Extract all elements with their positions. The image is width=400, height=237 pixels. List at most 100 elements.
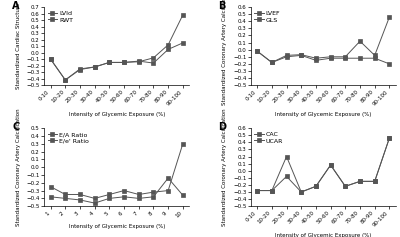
E/A Ratio	[63, 193, 68, 196]
CAC	[270, 189, 274, 192]
E/A Ratio	[151, 191, 156, 194]
LVEF	[387, 63, 392, 65]
LVEF	[284, 55, 289, 58]
CAC	[314, 185, 318, 188]
CAC	[255, 189, 260, 192]
Text: C: C	[12, 122, 19, 132]
GLS	[314, 57, 318, 60]
Legend: CAC, UCAR: CAC, UCAR	[254, 131, 284, 144]
Y-axis label: Standardized Cardiac Structure: Standardized Cardiac Structure	[16, 3, 21, 89]
Y-axis label: Standardized Coronary Artery Calcification: Standardized Coronary Artery Calcificati…	[16, 108, 21, 226]
X-axis label: Intensity of Glycemic Exposure (%): Intensity of Glycemic Exposure (%)	[275, 233, 372, 237]
GLS	[328, 55, 333, 58]
E/A Ratio	[122, 189, 126, 192]
RWT	[180, 14, 185, 16]
RWT	[107, 61, 112, 64]
GLS	[299, 53, 304, 56]
Legend: E/A Ratio, E/e' Ratio: E/A Ratio, E/e' Ratio	[47, 131, 90, 144]
Y-axis label: Standardized Coronary Artery Calcification: Standardized Coronary Artery Calcificati…	[222, 0, 228, 105]
UCAR	[358, 180, 362, 183]
GLS	[358, 40, 362, 43]
LVId	[151, 62, 156, 64]
UCAR	[284, 155, 289, 158]
E/A Ratio	[48, 185, 53, 188]
Line: CAC: CAC	[256, 136, 391, 194]
CAC	[358, 180, 362, 183]
Line: LVId: LVId	[49, 41, 184, 82]
E/e' Ratio	[166, 177, 170, 179]
E/A Ratio	[92, 197, 97, 200]
LVEF	[343, 57, 348, 60]
UCAR	[343, 185, 348, 188]
LVEF	[270, 61, 274, 64]
E/e' Ratio	[107, 197, 112, 200]
Text: A: A	[12, 1, 20, 11]
GLS	[387, 16, 392, 18]
UCAR	[255, 189, 260, 192]
Legend: LVEF, GLS: LVEF, GLS	[254, 10, 281, 23]
LVId	[48, 58, 53, 61]
E/A Ratio	[166, 189, 170, 192]
LVId	[63, 78, 68, 81]
Text: B: B	[218, 1, 226, 11]
LVId	[166, 48, 170, 51]
RWT	[63, 78, 68, 81]
RWT	[78, 68, 82, 71]
E/A Ratio	[78, 193, 82, 196]
UCAR	[270, 189, 274, 192]
LVId	[92, 66, 97, 68]
LVEF	[314, 59, 318, 62]
X-axis label: Intensity of Glycemic Exposure (%): Intensity of Glycemic Exposure (%)	[68, 224, 165, 229]
CAC	[299, 191, 304, 193]
Y-axis label: Standardized Coronary Artery Calcification: Standardized Coronary Artery Calcificati…	[222, 108, 228, 226]
Line: LVEF: LVEF	[256, 49, 391, 66]
E/e' Ratio	[48, 195, 53, 198]
RWT	[166, 43, 170, 46]
RWT	[151, 56, 156, 59]
X-axis label: Intensity of Glycemic Exposure (%): Intensity of Glycemic Exposure (%)	[68, 112, 165, 117]
Text: D: D	[218, 122, 226, 132]
LVEF	[372, 57, 377, 60]
LVEF	[299, 54, 304, 57]
GLS	[372, 54, 377, 57]
CAC	[328, 164, 333, 166]
GLS	[270, 61, 274, 64]
LVId	[107, 61, 112, 64]
E/e' Ratio	[63, 197, 68, 200]
CAC	[387, 137, 392, 140]
E/e' Ratio	[136, 197, 141, 200]
E/A Ratio	[180, 142, 185, 145]
GLS	[284, 54, 289, 57]
Line: UCAR: UCAR	[256, 136, 391, 194]
LVId	[180, 41, 185, 44]
LVId	[78, 68, 82, 70]
UCAR	[372, 180, 377, 183]
X-axis label: Intensity of Glycemic Exposure (%): Intensity of Glycemic Exposure (%)	[275, 112, 372, 117]
UCAR	[314, 185, 318, 188]
CAC	[343, 185, 348, 188]
Line: GLS: GLS	[256, 15, 391, 64]
GLS	[255, 50, 260, 53]
E/e' Ratio	[92, 202, 97, 205]
LVId	[136, 60, 141, 63]
E/e' Ratio	[180, 194, 185, 197]
UCAR	[387, 137, 392, 140]
RWT	[122, 61, 126, 64]
E/e' Ratio	[122, 195, 126, 198]
LVEF	[328, 57, 333, 60]
E/A Ratio	[136, 193, 141, 196]
E/e' Ratio	[151, 195, 156, 198]
UCAR	[328, 164, 333, 166]
E/A Ratio	[107, 193, 112, 196]
RWT	[48, 58, 53, 61]
LVEF	[358, 57, 362, 60]
E/e' Ratio	[78, 199, 82, 201]
RWT	[136, 60, 141, 63]
Line: E/e' Ratio: E/e' Ratio	[49, 176, 184, 205]
GLS	[343, 55, 348, 58]
LVEF	[255, 50, 260, 53]
CAC	[372, 180, 377, 183]
LVId	[122, 61, 126, 64]
RWT	[92, 66, 97, 68]
Line: E/A Ratio: E/A Ratio	[49, 142, 184, 200]
